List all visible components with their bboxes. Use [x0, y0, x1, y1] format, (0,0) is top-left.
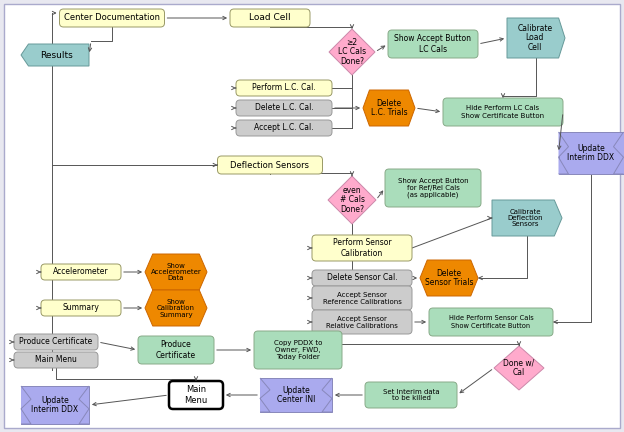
Text: Load Cell: Load Cell: [249, 13, 291, 22]
Text: Set Interim data
to be killed: Set Interim data to be killed: [383, 388, 439, 401]
Polygon shape: [558, 132, 568, 174]
Text: Produce
Certificate: Produce Certificate: [156, 340, 196, 360]
Polygon shape: [79, 386, 89, 424]
FancyBboxPatch shape: [558, 132, 623, 174]
FancyBboxPatch shape: [14, 334, 98, 350]
FancyBboxPatch shape: [230, 9, 310, 27]
Polygon shape: [492, 200, 562, 236]
Text: Accept Sensor
Reference Calibrations: Accept Sensor Reference Calibrations: [323, 292, 401, 305]
FancyBboxPatch shape: [236, 80, 332, 96]
FancyBboxPatch shape: [218, 156, 323, 174]
Polygon shape: [363, 90, 415, 126]
FancyBboxPatch shape: [443, 98, 563, 126]
Text: Show
Accelerometer
Data: Show Accelerometer Data: [150, 263, 202, 282]
FancyBboxPatch shape: [236, 120, 332, 136]
FancyBboxPatch shape: [169, 381, 223, 409]
Polygon shape: [145, 254, 207, 290]
Text: Perform Sensor
Calibration: Perform Sensor Calibration: [333, 238, 391, 258]
Text: Update
Interim DDX: Update Interim DDX: [567, 144, 615, 162]
Polygon shape: [322, 378, 332, 412]
Text: Calibrate
Load
Cell: Calibrate Load Cell: [517, 24, 552, 52]
Polygon shape: [21, 386, 31, 424]
Text: Hide Perform Sensor Cals
Show Certificate Button: Hide Perform Sensor Cals Show Certificat…: [449, 315, 534, 328]
Polygon shape: [507, 18, 565, 58]
Polygon shape: [260, 378, 270, 412]
Text: Update
Center INI: Update Center INI: [277, 386, 315, 404]
Polygon shape: [145, 290, 207, 326]
Polygon shape: [329, 29, 375, 75]
FancyBboxPatch shape: [254, 331, 342, 369]
Text: Main
Menu: Main Menu: [184, 385, 208, 405]
FancyBboxPatch shape: [365, 382, 457, 408]
FancyBboxPatch shape: [41, 300, 121, 316]
Text: Main Menu: Main Menu: [35, 356, 77, 365]
Text: Delete
Sensor Trials: Delete Sensor Trials: [425, 269, 473, 287]
Text: Calibrate
Deflection
Sensors: Calibrate Deflection Sensors: [508, 209, 544, 228]
Text: Copy PDDX to
Owner, FWD,
Today Folder: Copy PDDX to Owner, FWD, Today Folder: [274, 340, 322, 360]
Text: Delete Sensor Cal.: Delete Sensor Cal.: [327, 273, 397, 283]
Text: Accept Sensor
Relative Calibrations: Accept Sensor Relative Calibrations: [326, 315, 398, 328]
FancyBboxPatch shape: [260, 378, 332, 412]
Text: Accept L.C. Cal.: Accept L.C. Cal.: [254, 124, 314, 133]
FancyBboxPatch shape: [429, 308, 553, 336]
FancyBboxPatch shape: [312, 270, 412, 286]
Text: Accelerometer: Accelerometer: [53, 267, 109, 276]
FancyBboxPatch shape: [14, 352, 98, 368]
Polygon shape: [494, 346, 544, 390]
Text: Done w/
Cal: Done w/ Cal: [504, 359, 535, 377]
Polygon shape: [613, 132, 623, 174]
Polygon shape: [21, 44, 89, 66]
Text: even
# Cals
Done?: even # Cals Done?: [339, 186, 364, 214]
Text: Delete
L.C. Trials: Delete L.C. Trials: [371, 98, 407, 118]
Text: Results: Results: [40, 51, 73, 60]
FancyBboxPatch shape: [236, 100, 332, 116]
Text: Show Accept Button
for Ref/Rel Cals
(as applicable): Show Accept Button for Ref/Rel Cals (as …: [397, 178, 469, 198]
Text: Delete L.C. Cal.: Delete L.C. Cal.: [255, 104, 313, 112]
Polygon shape: [420, 260, 478, 296]
Text: Show
Calibration
Summary: Show Calibration Summary: [157, 299, 195, 318]
Text: Summary: Summary: [62, 304, 99, 312]
FancyBboxPatch shape: [138, 336, 214, 364]
Text: Deflection Sensors: Deflection Sensors: [230, 161, 310, 169]
Text: Perform L.C. Cal.: Perform L.C. Cal.: [252, 83, 316, 92]
FancyBboxPatch shape: [4, 4, 620, 428]
Polygon shape: [328, 176, 376, 224]
Text: Center Documentation: Center Documentation: [64, 13, 160, 22]
FancyBboxPatch shape: [385, 169, 481, 207]
FancyBboxPatch shape: [388, 30, 478, 58]
Text: Hide Perform LC Cals
Show Certificate Button: Hide Perform LC Cals Show Certificate Bu…: [461, 105, 545, 118]
FancyBboxPatch shape: [21, 386, 89, 424]
FancyBboxPatch shape: [59, 9, 165, 27]
Text: Update
Interim DDX: Update Interim DDX: [31, 396, 79, 414]
Text: Produce Certificate: Produce Certificate: [19, 337, 92, 346]
Text: ≥2
LC Cals
Done?: ≥2 LC Cals Done?: [338, 38, 366, 66]
FancyBboxPatch shape: [312, 310, 412, 334]
Text: Show Accept Button
LC Cals: Show Accept Button LC Cals: [394, 34, 472, 54]
FancyBboxPatch shape: [312, 286, 412, 310]
FancyBboxPatch shape: [312, 235, 412, 261]
FancyBboxPatch shape: [41, 264, 121, 280]
